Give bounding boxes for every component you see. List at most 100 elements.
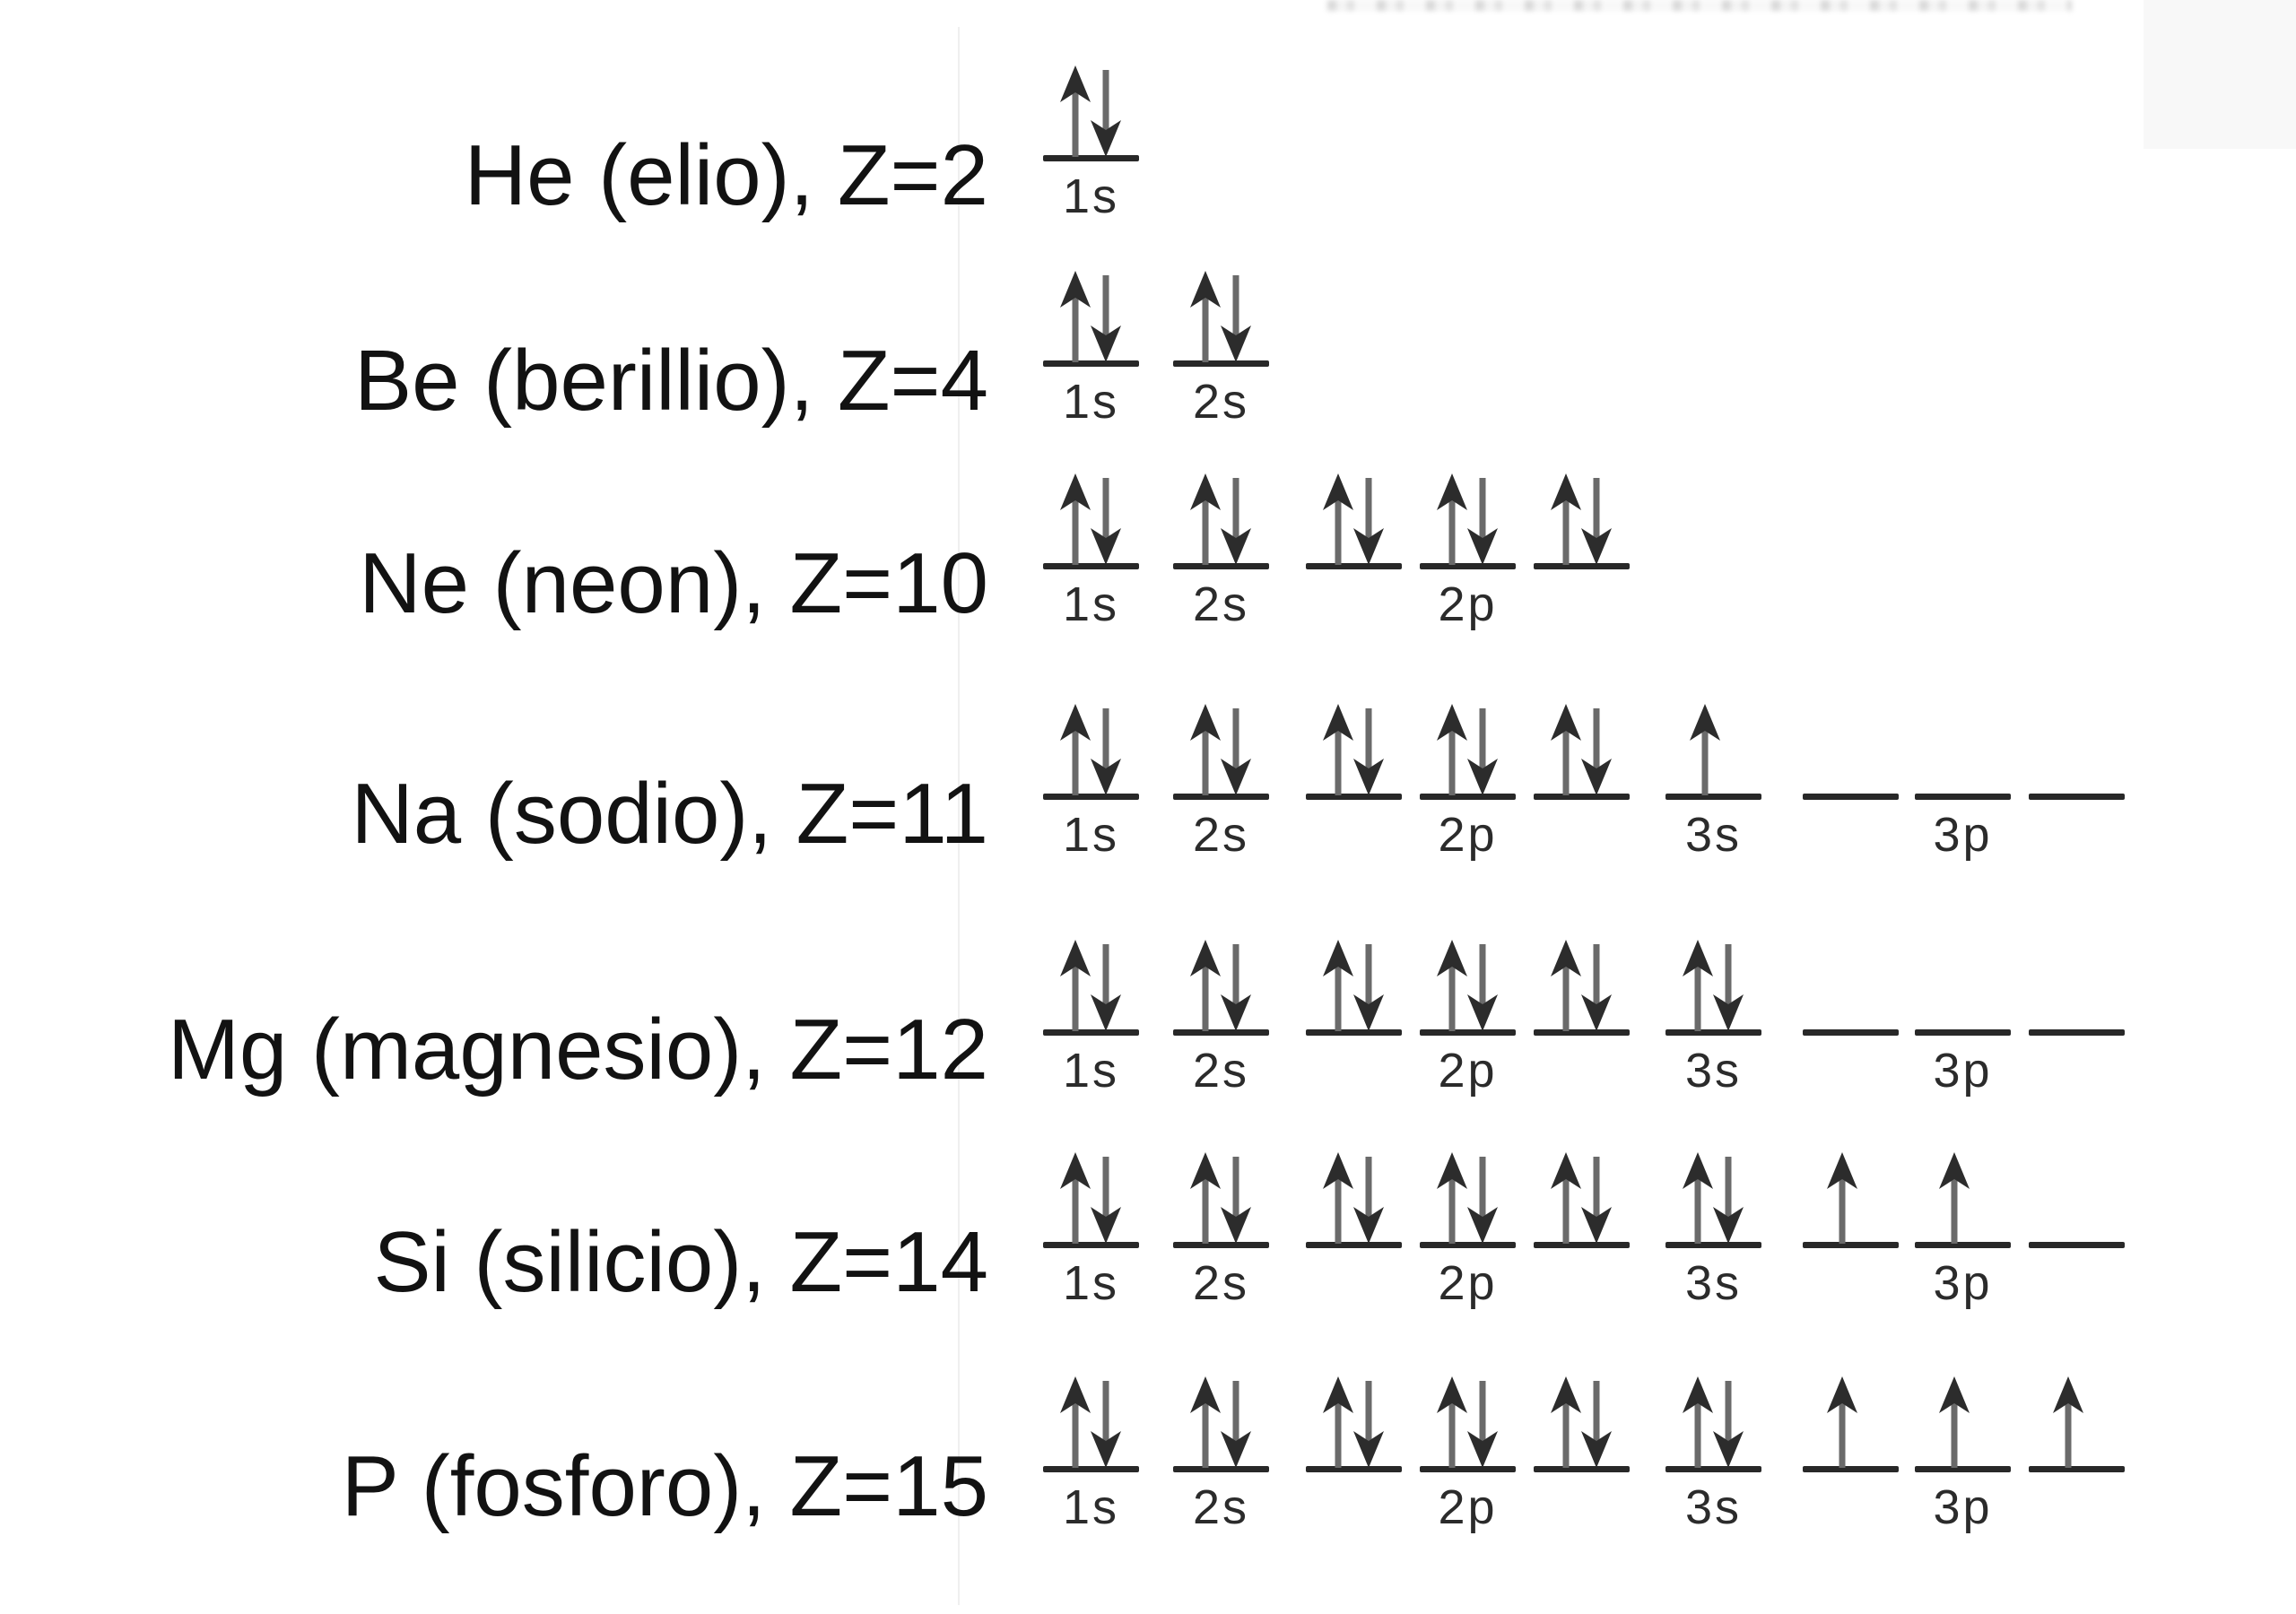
shell-label-3p: 3p xyxy=(1933,808,1993,862)
down-arrow-icon xyxy=(1466,1381,1498,1468)
up-arrow-icon xyxy=(1189,940,1221,1031)
orbital-line xyxy=(1043,563,1139,569)
shell-label-2s: 2s xyxy=(1192,375,1250,429)
arrow-head xyxy=(1550,704,1581,741)
up-arrow-icon xyxy=(1189,704,1221,795)
electron-pair-arrows xyxy=(1550,1376,1612,1468)
down-arrow-icon xyxy=(1352,708,1384,795)
electron-pair-arrows xyxy=(1059,704,1121,795)
up-arrow-icon xyxy=(1436,473,1467,565)
down-arrow-icon xyxy=(1220,478,1251,565)
down-arrow-icon xyxy=(1090,70,1121,157)
arrow-head xyxy=(1550,1152,1581,1189)
shell-label-1s: 1s xyxy=(1062,577,1120,631)
element-label: He (elio), Z=2 xyxy=(464,127,988,223)
arrow-head xyxy=(1466,1207,1498,1244)
down-arrow-icon xyxy=(1352,478,1384,565)
up-arrow-icon xyxy=(1550,704,1581,795)
down-arrow-icon xyxy=(1090,275,1121,362)
electron-pair-arrows xyxy=(1436,704,1498,795)
arrow-head xyxy=(1580,528,1612,565)
shell-label-3s: 3s xyxy=(1684,808,1743,862)
single-electron-arrow xyxy=(1938,1152,1970,1244)
orbital-line xyxy=(1534,563,1630,569)
electron-pair-arrows xyxy=(1322,1152,1384,1244)
up-arrow-icon xyxy=(1436,1152,1467,1244)
orbital-line xyxy=(1173,563,1269,569)
orbital-line xyxy=(1173,1029,1269,1036)
down-arrow-icon xyxy=(1090,944,1121,1031)
orbital-line xyxy=(2029,1242,2125,1248)
single-electron-arrow xyxy=(2052,1376,2083,1468)
up-arrow-icon xyxy=(1322,1152,1353,1244)
up-arrow-icon xyxy=(1322,940,1353,1031)
arrow-head xyxy=(1580,759,1612,795)
arrow-head xyxy=(1352,1207,1384,1244)
arrow-head xyxy=(1826,1376,1857,1413)
shell-label-2s: 2s xyxy=(1192,1256,1250,1310)
element-label: Ne (neon), Z=10 xyxy=(359,535,988,631)
arrow-head xyxy=(1189,271,1221,308)
arrow-head xyxy=(1682,1376,1713,1413)
up-arrow-icon xyxy=(2052,1376,2083,1468)
orbital-line xyxy=(1534,794,1630,800)
orbital-line xyxy=(1173,1466,1269,1472)
electron-pair-arrows xyxy=(1682,1152,1744,1244)
electron-pair-arrows xyxy=(1059,940,1121,1031)
orbital-line xyxy=(1420,1029,1516,1036)
up-arrow-icon xyxy=(1059,1152,1091,1244)
electron-pair-arrows xyxy=(1059,65,1121,157)
electron-pair-arrows xyxy=(1550,940,1612,1031)
arrow-head xyxy=(1220,759,1251,795)
arrow-head xyxy=(1090,1431,1121,1468)
orbital-line xyxy=(1306,794,1402,800)
up-arrow-icon xyxy=(1682,1376,1713,1468)
up-arrow-icon xyxy=(1436,940,1467,1031)
arrow-head xyxy=(1712,1431,1744,1468)
up-arrow-icon xyxy=(1322,473,1353,565)
electron-pair-arrows xyxy=(1436,473,1498,565)
down-arrow-icon xyxy=(1580,944,1612,1031)
down-arrow-icon xyxy=(1712,1381,1744,1468)
arrow-head xyxy=(1189,1376,1221,1413)
shell-label-2p: 2p xyxy=(1438,1480,1498,1534)
arrow-head xyxy=(1090,325,1121,362)
arrow-head xyxy=(1059,473,1091,510)
up-arrow-icon xyxy=(1189,1152,1221,1244)
down-arrow-icon xyxy=(1352,1157,1384,1244)
up-arrow-icon xyxy=(1322,1376,1353,1468)
orbital-line xyxy=(1173,360,1269,367)
orbital-line xyxy=(1173,1242,1269,1248)
orbital-line xyxy=(1803,794,1899,800)
orbital-line xyxy=(1043,1029,1139,1036)
up-arrow-icon xyxy=(1189,473,1221,565)
shell-label-1s: 1s xyxy=(1062,1256,1120,1310)
arrow-head xyxy=(1220,1207,1251,1244)
orbital-line xyxy=(1306,1029,1402,1036)
down-arrow-icon xyxy=(1466,478,1498,565)
down-arrow-icon xyxy=(1466,708,1498,795)
orbital-line xyxy=(1915,1242,2011,1248)
up-arrow-icon xyxy=(1059,473,1091,565)
shell-label-2s: 2s xyxy=(1192,577,1250,631)
shell-label-1s: 1s xyxy=(1062,375,1120,429)
element-label: Na (sodio), Z=11 xyxy=(351,766,988,862)
up-arrow-icon xyxy=(1059,65,1091,157)
down-arrow-icon xyxy=(1090,708,1121,795)
arrow-head xyxy=(1466,994,1498,1031)
down-arrow-icon xyxy=(1466,1157,1498,1244)
single-electron-arrow xyxy=(1826,1376,1857,1468)
electron-pair-arrows xyxy=(1059,271,1121,362)
down-arrow-icon xyxy=(1580,1157,1612,1244)
arrow-head xyxy=(1322,940,1353,976)
electron-pair-arrows xyxy=(1059,1376,1121,1468)
orbital-line xyxy=(1915,1466,2011,1472)
arrow-head xyxy=(1436,473,1467,510)
arrow-head xyxy=(1436,704,1467,741)
shell-label-2p: 2p xyxy=(1438,577,1498,631)
orbital-line xyxy=(2029,1466,2125,1472)
orbital-line xyxy=(1306,1242,1402,1248)
electron-pair-arrows xyxy=(1189,1376,1251,1468)
arrow-head xyxy=(1352,994,1384,1031)
